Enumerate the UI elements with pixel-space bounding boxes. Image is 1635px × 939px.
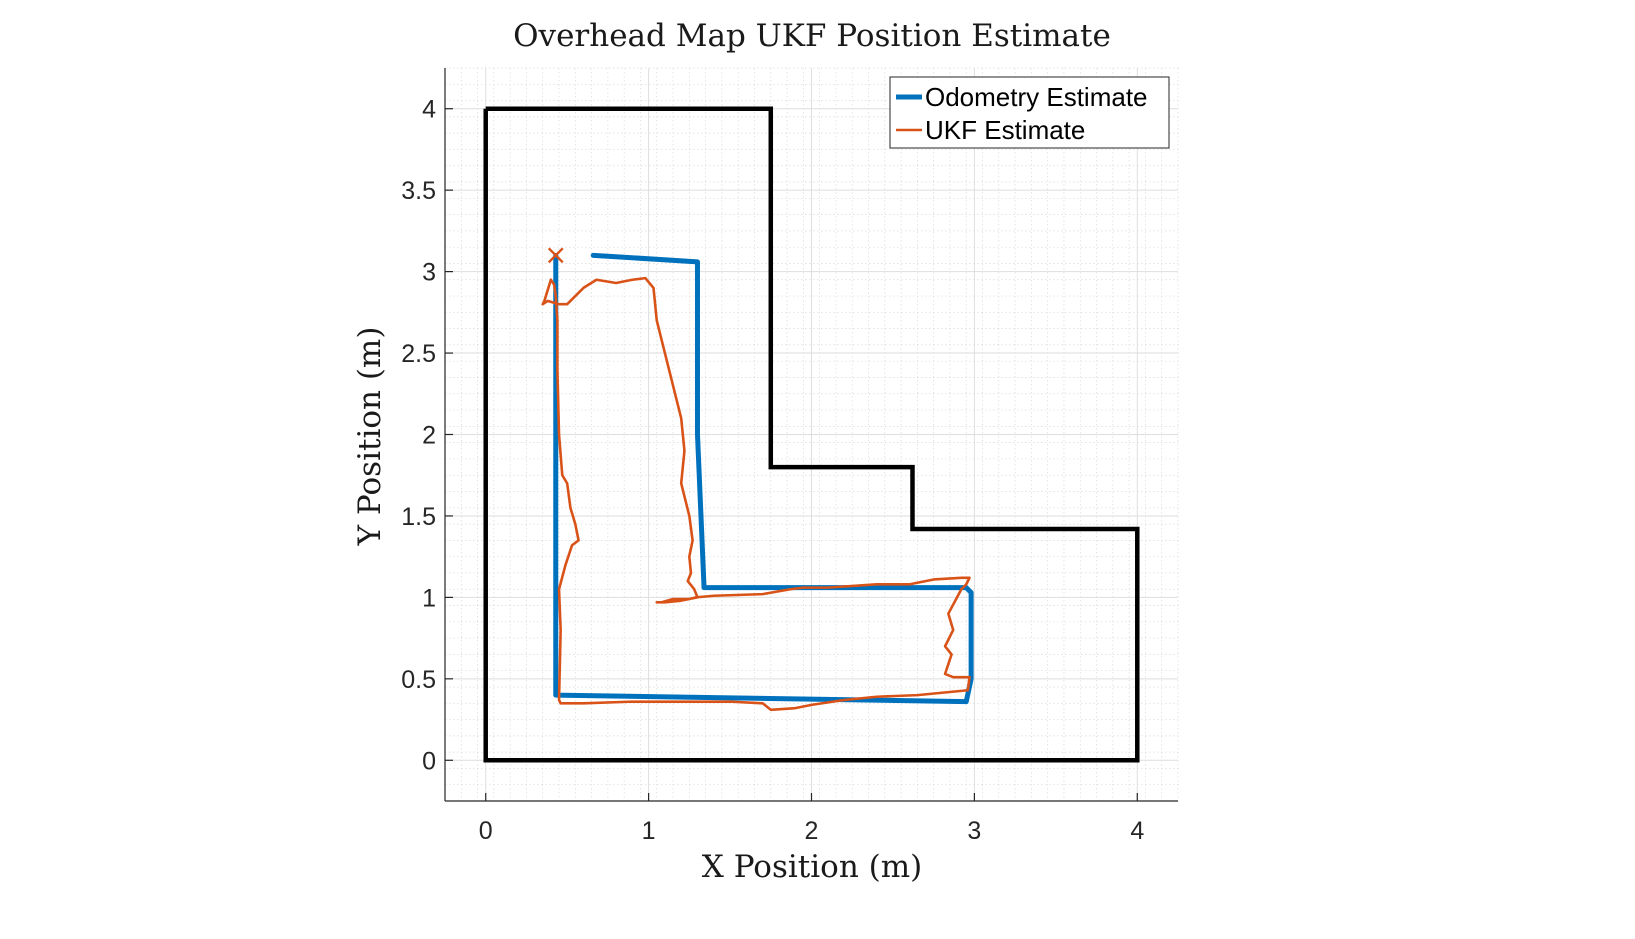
x-axis-label: X Position (m) [702,849,922,885]
start-x-marker-stroke-b [547,247,564,264]
tick-labels: 0 1 2 3 4 0 0.5 1 1.5 2 2.5 3 3.5 4 [401,96,1144,845]
x-tick-label: 0 [479,817,493,845]
y-tick-label: 4 [422,96,436,124]
axes [444,68,1178,802]
map-boundary [483,106,1140,763]
legend-label-ukf: UKF Estimate [925,115,1085,145]
map-layer [483,106,1140,763]
x-tick-label: 2 [805,817,819,845]
y-tick-label: 0.5 [401,666,436,694]
start-x-marker [547,247,564,264]
x-tick-label: 3 [967,817,981,845]
odometry-estimate-line [553,252,974,705]
chart-title: Overhead Map UKF Position Estimate [513,18,1111,54]
y-tick-label: 3.5 [401,177,436,205]
y-axis-label: Y Position (m) [352,327,388,547]
legend-label-odometry: Odometry Estimate [925,82,1148,112]
y-tick-label: 1.5 [401,503,436,531]
y-tick-label: 2 [422,422,436,450]
legend-box [889,76,1170,149]
series-layer [541,247,974,712]
y-tick-label: 1 [422,584,436,612]
y-tick-label: 0 [422,747,436,775]
ukf-estimate-line [541,276,971,712]
x-tick-label: 4 [1130,817,1144,845]
y-tick-label: 2.5 [401,340,436,368]
x-tick-label: 1 [642,817,656,845]
y-tick-label: 3 [422,259,436,287]
